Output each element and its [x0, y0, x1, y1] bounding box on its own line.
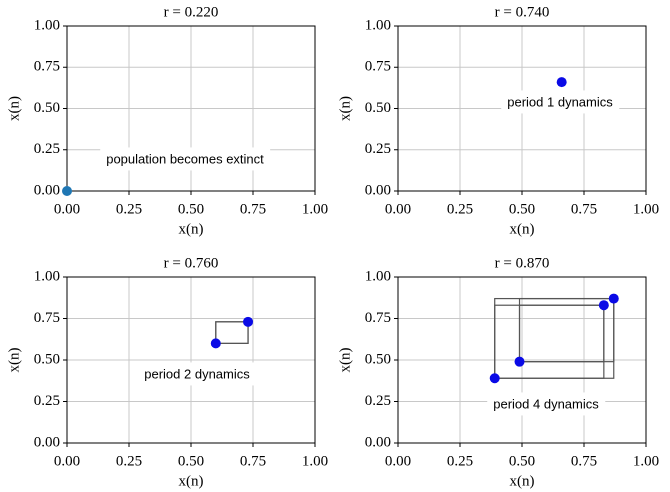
cobweb-box	[494, 297, 615, 379]
x-tick-label: 0.00	[385, 201, 411, 217]
x-tick-label: 0.00	[385, 453, 411, 469]
y-tick-label: 0.00	[34, 434, 60, 450]
y-tick-label: 0.00	[365, 182, 391, 198]
cobweb-box	[494, 304, 605, 379]
y-tick-label: 0.25	[34, 141, 60, 157]
x-tick-label: 0.75	[571, 201, 597, 217]
y-tick-label: 0.25	[34, 393, 60, 409]
annotation: period 2 dynamics	[144, 366, 250, 381]
subplot: 0.00 0.25 0.50 0.75 1.00 0.00 0.25 0.50 0.75 1.00…	[337, 255, 659, 489]
point	[243, 316, 254, 327]
x-tick-label: 0.50	[178, 201, 204, 217]
x-tick-label: 0.25	[447, 201, 473, 217]
annotation: period 1 dynamics	[507, 94, 613, 109]
y-tick-label: 0.50	[34, 351, 60, 367]
y-tick-label: 0.00	[34, 182, 60, 198]
subplot-title: r = 0.870	[495, 255, 550, 271]
x-tick-label: 0.00	[54, 453, 80, 469]
x-tick-label: 0.25	[447, 453, 473, 469]
x-tick-label: 0.50	[178, 453, 204, 469]
axes-frame	[66, 276, 316, 444]
x-tick-label: 0.25	[116, 201, 142, 217]
y-axis-label: x(n)	[337, 96, 353, 121]
y-tick-label: 0.75	[34, 59, 60, 75]
cobweb-box	[215, 321, 249, 345]
y-tick-label: 1.00	[365, 17, 391, 33]
annotation: population becomes extinct	[106, 151, 264, 166]
x-tick-label: 0.75	[240, 453, 266, 469]
y-axis-label: x(n)	[6, 96, 22, 121]
y-tick-label: 1.00	[365, 268, 391, 284]
annotation: period 4 dynamics	[493, 396, 599, 411]
point	[489, 373, 500, 384]
x-tick-label: 0.75	[240, 201, 266, 217]
x-tick-label: 1.00	[633, 453, 659, 469]
subplot: 0.00 0.25 0.50 0.75 1.00 0.00 0.25 0.50 0.75 1.00…	[6, 255, 328, 489]
subplot-title: r = 0.740	[495, 4, 550, 20]
axes-frame	[66, 25, 316, 192]
y-tick-label: 1.00	[34, 17, 60, 33]
cobweb-box	[518, 297, 615, 363]
subplot-title: r = 0.760	[164, 255, 219, 271]
x-axis-label: x(n)	[179, 473, 204, 489]
y-axis-label: x(n)	[337, 348, 353, 373]
x-tick-label: 0.25	[116, 453, 142, 469]
x-tick-label: 1.00	[302, 201, 328, 217]
y-tick-label: 0.75	[365, 310, 391, 326]
point	[514, 356, 525, 367]
x-tick-label: 1.00	[633, 201, 659, 217]
x-tick-label: 0.50	[509, 453, 535, 469]
annotation-background	[100, 147, 271, 171]
annotation-background	[138, 362, 257, 386]
y-axis-label: x(n)	[6, 348, 22, 373]
annotation-background	[487, 392, 606, 416]
y-tick-label: 0.75	[365, 59, 391, 75]
y-tick-label: 0.50	[34, 100, 60, 116]
axes-frame	[397, 25, 647, 192]
subplot: 0.00 0.25 0.50 0.75 1.00 0.00 0.25 0.50 0.75 1.00…	[6, 4, 328, 237]
x-axis-label: x(n)	[510, 221, 535, 237]
subplot: 0.00 0.25 0.50 0.75 1.00 0.00 0.25 0.50 0.75 1.00…	[337, 4, 659, 237]
x-axis-label: x(n)	[510, 473, 535, 489]
x-axis-label: x(n)	[179, 221, 204, 237]
axes-frame	[397, 276, 647, 444]
x-tick-label: 0.50	[509, 201, 535, 217]
x-tick-label: 0.00	[54, 201, 80, 217]
point	[210, 338, 221, 349]
annotation-background	[501, 90, 620, 114]
y-tick-label: 1.00	[34, 268, 60, 284]
cobweb-box	[518, 304, 605, 363]
x-tick-label: 0.75	[571, 453, 597, 469]
y-tick-label: 0.25	[365, 393, 391, 409]
x-tick-label: 1.00	[302, 453, 328, 469]
point	[608, 293, 619, 304]
y-tick-label: 0.50	[365, 351, 391, 367]
point	[598, 300, 609, 311]
y-tick-label: 0.50	[365, 100, 391, 116]
subplot-title: r = 0.220	[164, 4, 219, 20]
y-tick-label: 0.25	[365, 141, 391, 157]
y-tick-label: 0.75	[34, 310, 60, 326]
cobweb-box	[215, 321, 249, 345]
y-tick-label: 0.00	[365, 434, 391, 450]
point	[556, 77, 567, 88]
point	[62, 186, 72, 196]
